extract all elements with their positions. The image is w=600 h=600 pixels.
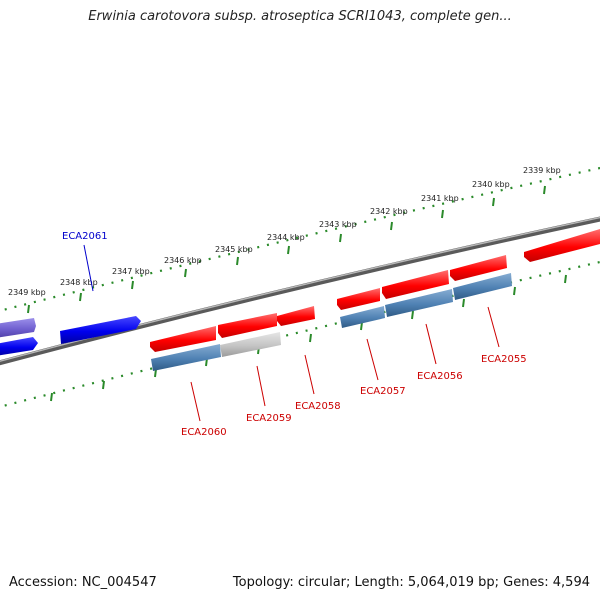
accession-text: Accession: NC_004547	[9, 575, 157, 590]
tick-label: 2347 kbp	[112, 267, 150, 276]
cds-bar-ECA2059-faded[interactable]	[220, 332, 281, 357]
tick-label: 2341 kbp	[421, 194, 459, 203]
tick-label: 2340 kbp	[472, 180, 510, 189]
gene-label-ECA2055[interactable]: ECA2055	[481, 354, 527, 365]
cds-bar-ECA2055[interactable]	[453, 273, 512, 300]
cds-bar-ECA2057[interactable]	[340, 306, 385, 328]
tick-label: 2346 kbp	[164, 256, 202, 265]
tick-label: 2339 kbp	[523, 166, 561, 175]
gene-arrow-reverse[interactable]	[0, 337, 38, 356]
genome-backbone[interactable]	[0, 216, 600, 366]
inner-ruler-ticks	[50, 274, 567, 402]
gene-arrow-ECA2061[interactable]	[60, 316, 141, 344]
tick-label: 2348 kbp	[60, 278, 98, 287]
topology-text: Topology: circular; Length: 5,064,019 bp…	[232, 575, 590, 590]
gene-arrow-ECA2058[interactable]	[277, 306, 315, 326]
map-title: Erwinia carotovora subsp. atroseptica SC…	[88, 9, 512, 24]
gene-arrow-edge[interactable]	[524, 229, 600, 262]
cds-bar-ECA2056[interactable]	[385, 289, 453, 317]
label-leader-lines	[83, 244, 500, 422]
tick-label: 2342 kbp	[370, 207, 408, 216]
gene-label-ECA2057[interactable]: ECA2057	[360, 386, 406, 397]
cds-bar-ECA2060[interactable]	[151, 344, 221, 371]
gene-label-ECA2058[interactable]: ECA2058	[295, 401, 341, 412]
outer-ruler-ticks	[27, 185, 546, 314]
gene-arrow-ECA2059[interactable]	[218, 313, 277, 338]
tick-labels: 2349 kbp 2348 kbp 2347 kbp 2346 kbp 2345…	[8, 166, 561, 297]
tick-label: 2344 kbp	[267, 233, 305, 242]
tick-label: 2345 kbp	[215, 245, 253, 254]
gene-label-ECA2061[interactable]: ECA2061	[62, 231, 108, 242]
gene-label-ECA2056[interactable]: ECA2056	[417, 371, 463, 382]
tick-label: 2343 kbp	[319, 220, 357, 229]
gene-arrow-ECA2055[interactable]	[450, 255, 507, 281]
gene-arrow-ECA2056[interactable]	[382, 270, 449, 299]
gene-arrow-reverse-faded[interactable]	[0, 318, 36, 338]
gene-arrow-ECA2057[interactable]	[337, 288, 380, 310]
gene-labels: ECA2061 ECA2060 ECA2059 ECA2058 ECA2057 …	[62, 231, 527, 438]
gene-arrow-ECA2060[interactable]	[150, 326, 216, 352]
gene-label-ECA2059[interactable]: ECA2059	[246, 413, 292, 424]
tick-label: 2349 kbp	[8, 288, 46, 297]
gene-label-ECA2060[interactable]: ECA2060	[181, 427, 227, 438]
